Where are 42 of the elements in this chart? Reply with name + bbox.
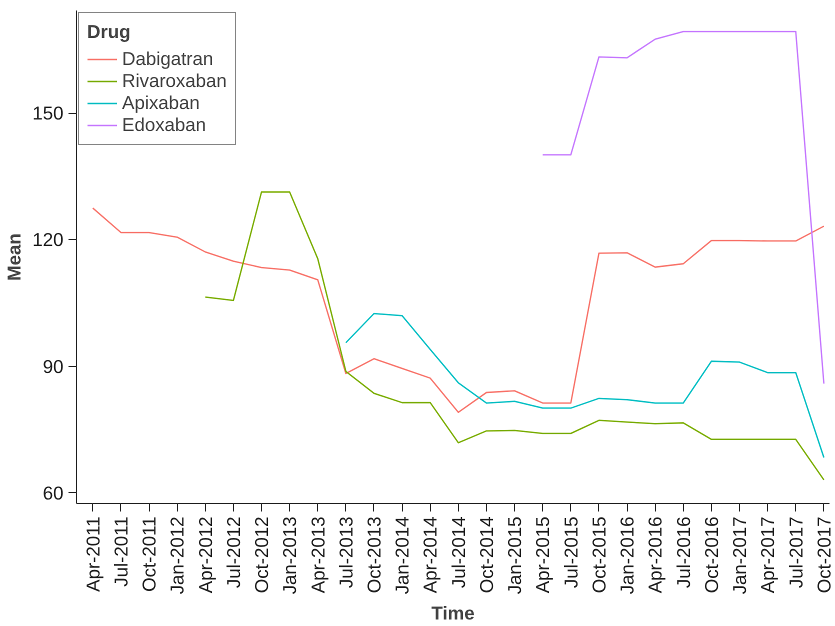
x-tick-label: Apr-2017 [757, 516, 778, 594]
legend-title: Drug [87, 21, 132, 43]
x-tick-label: Apr-2014 [420, 516, 441, 594]
x-tick-label: Jan-2017 [729, 516, 750, 594]
x-tick-label: Jul-2013 [335, 516, 356, 588]
x-tick-label: Jan-2014 [392, 516, 413, 594]
x-tick-label: Jan-2015 [504, 516, 526, 594]
legend-label: Rivaroxaban [122, 70, 227, 92]
y-tick-label: 120 [32, 229, 64, 250]
y-axis-title: Mean [3, 233, 24, 281]
x-tick-label: Apr-2016 [644, 516, 666, 594]
x-tick-label: Oct-2011 [138, 516, 160, 592]
x-tick-label: Oct-2013 [363, 516, 384, 594]
x-tick-label: Oct-2016 [700, 516, 722, 594]
x-tick-label: Oct-2012 [251, 516, 272, 594]
x-tick-label: Apr-2012 [194, 516, 216, 594]
legend-label: Edoxaban [122, 114, 206, 136]
x-tick-label: Jul-2017 [785, 516, 806, 588]
x-tick-label: Oct-2017 [813, 516, 834, 594]
x-tick-label: Apr-2015 [532, 516, 554, 594]
x-tick-label: Jul-2012 [222, 516, 244, 588]
y-tick-label: 60 [42, 482, 64, 504]
x-tick-label: Jul-2016 [672, 516, 694, 588]
legend-label: Dabigatran [122, 48, 214, 70]
x-tick-label: Apr-2011 [82, 516, 104, 592]
x-tick-label: Apr-2013 [307, 516, 328, 594]
x-tick-label: Jan-2016 [616, 516, 638, 594]
x-tick-label: Jul-2014 [448, 516, 469, 588]
x-tick-label: Oct-2015 [588, 516, 610, 594]
x-axis-title: Time [431, 602, 475, 624]
x-tick-label: Jan-2012 [166, 516, 188, 594]
x-tick-label: Jul-2011 [110, 516, 132, 587]
line-series [542, 30, 825, 384]
x-tick-label: Jan-2013 [279, 516, 300, 594]
x-tick-label: Oct-2014 [476, 516, 497, 594]
legend-label: Apixaban [122, 92, 200, 114]
line-series [92, 207, 825, 414]
line-series [204, 191, 825, 481]
line-series [345, 312, 825, 458]
y-tick-label: 150 [32, 102, 64, 124]
y-tick-label: 90 [42, 356, 64, 377]
x-tick-label: Jul-2015 [560, 516, 582, 588]
